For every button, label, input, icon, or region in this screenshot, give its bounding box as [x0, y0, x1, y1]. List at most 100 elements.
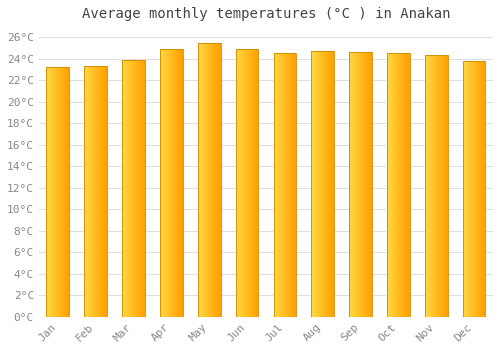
Bar	[124, 60, 125, 317]
Bar	[92, 66, 94, 317]
Bar	[47, 67, 48, 317]
Bar	[441, 55, 442, 317]
Bar	[282, 53, 284, 317]
Bar	[290, 53, 291, 317]
Bar	[130, 60, 131, 317]
Bar	[84, 66, 107, 317]
Bar	[86, 66, 88, 317]
Bar	[142, 60, 144, 317]
Bar	[275, 53, 276, 317]
Bar	[388, 53, 390, 317]
Bar	[106, 66, 107, 317]
Bar	[131, 60, 132, 317]
Bar	[91, 66, 92, 317]
Bar	[250, 49, 251, 317]
Bar	[279, 53, 280, 317]
Bar	[392, 53, 393, 317]
Bar	[137, 60, 138, 317]
Bar	[248, 49, 250, 317]
Bar	[138, 60, 140, 317]
Bar	[243, 49, 244, 317]
Bar	[98, 66, 100, 317]
Bar	[166, 49, 167, 317]
Bar	[101, 66, 102, 317]
Bar	[64, 67, 66, 317]
Bar	[291, 53, 292, 317]
Bar	[364, 52, 365, 317]
Bar	[328, 51, 329, 317]
Bar	[173, 49, 174, 317]
Bar	[236, 49, 237, 317]
Bar	[162, 49, 163, 317]
Bar	[320, 51, 321, 317]
Bar	[319, 51, 320, 317]
Bar	[404, 53, 405, 317]
Bar	[48, 67, 50, 317]
Bar	[246, 49, 247, 317]
Bar	[365, 52, 366, 317]
Bar	[281, 53, 282, 317]
Bar	[294, 53, 296, 317]
Bar	[53, 67, 54, 317]
Bar	[288, 53, 290, 317]
Bar	[88, 66, 89, 317]
Bar	[206, 43, 207, 317]
Bar	[54, 67, 56, 317]
Bar	[132, 60, 134, 317]
Bar	[397, 53, 398, 317]
Bar	[472, 61, 474, 317]
Bar	[46, 67, 69, 317]
Bar	[286, 53, 287, 317]
Bar	[482, 61, 483, 317]
Bar	[140, 60, 141, 317]
Bar	[443, 55, 444, 317]
Bar	[59, 67, 60, 317]
Bar	[122, 60, 123, 317]
Bar	[434, 55, 435, 317]
Bar	[285, 53, 286, 317]
Bar	[442, 55, 443, 317]
Bar	[95, 66, 96, 317]
Bar	[94, 66, 95, 317]
Bar	[165, 49, 166, 317]
Bar	[90, 66, 91, 317]
Bar	[469, 61, 470, 317]
Bar	[315, 51, 316, 317]
Bar	[322, 51, 324, 317]
Bar	[280, 53, 281, 317]
Bar	[256, 49, 257, 317]
Bar	[428, 55, 430, 317]
Bar	[350, 52, 352, 317]
Bar	[84, 66, 85, 317]
Bar	[254, 49, 256, 317]
Bar	[50, 67, 51, 317]
Bar	[368, 52, 369, 317]
Bar	[398, 53, 399, 317]
Bar	[63, 67, 64, 317]
Bar	[51, 67, 52, 317]
Bar	[200, 43, 201, 317]
Bar	[241, 49, 242, 317]
Bar	[57, 67, 58, 317]
Bar	[324, 51, 325, 317]
Bar	[46, 67, 47, 317]
Bar	[438, 55, 440, 317]
Bar	[463, 61, 464, 317]
Bar	[287, 53, 288, 317]
Bar	[393, 53, 394, 317]
Bar	[252, 49, 253, 317]
Bar	[427, 55, 428, 317]
Bar	[405, 53, 406, 317]
Bar	[466, 61, 468, 317]
Bar	[432, 55, 433, 317]
Bar	[430, 55, 431, 317]
Bar	[362, 52, 363, 317]
Bar	[478, 61, 480, 317]
Bar	[400, 53, 402, 317]
Bar	[62, 67, 63, 317]
Bar	[436, 55, 437, 317]
Bar	[475, 61, 476, 317]
Bar	[169, 49, 170, 317]
Bar	[476, 61, 477, 317]
Bar	[58, 67, 59, 317]
